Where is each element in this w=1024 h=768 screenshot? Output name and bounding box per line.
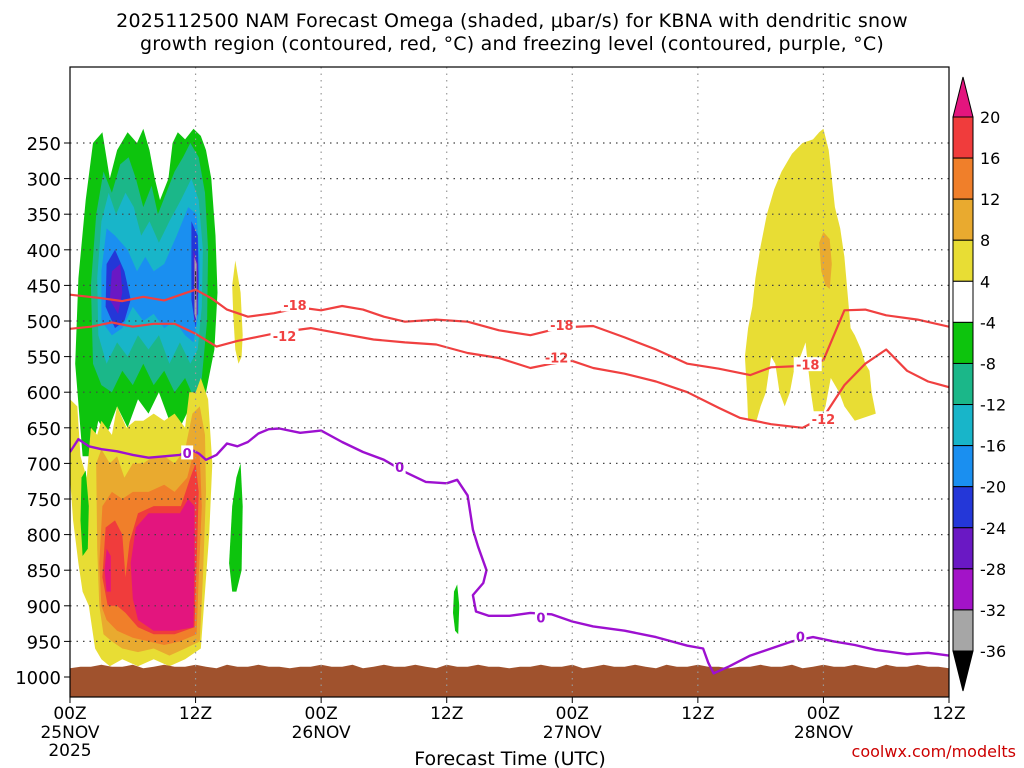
dendritic-contour-label-3: -12 [273, 330, 297, 345]
dendritic-contour-label-5: -12 [812, 413, 836, 428]
y-tick-label-500: 500 [27, 312, 61, 333]
y-tick-label-950: 950 [27, 632, 61, 653]
omega-descent-upper-orange [819, 232, 832, 289]
plot-content: -18 -18 -18 -12 -12 -12 0 0 0 0 [70, 128, 949, 697]
y-tick-label-450: 450 [27, 276, 61, 297]
dendritic-contour-label-bg-2 [793, 357, 822, 372]
omega-colorbar: 20 16 12 8 4 -4 -8 -12 -16 -20 -24 -28 -32 -36 [952, 76, 1006, 692]
x-tick-date-0: 25NOV [40, 723, 99, 743]
dendritic-contour-label-2: -18 [796, 359, 820, 374]
dendritic-contour-label-4: -12 [545, 352, 569, 367]
freezing-level-contour-label-0: 0 [183, 447, 192, 462]
omega-descent-upper-yellow [744, 128, 876, 421]
y-tick-label-800: 800 [27, 526, 61, 547]
freezing-level-contour-label-bg-3 [794, 629, 807, 644]
x-tick-label-84: 12Z [932, 704, 965, 724]
x-tick-date-72: 28NOV [794, 723, 853, 743]
y-tick-label-1000: 1000 [15, 668, 61, 689]
colorbar-swatch-11 [952, 568, 974, 611]
y-tick-label-650: 650 [27, 419, 61, 440]
colorbar-swatch-6 [952, 362, 974, 406]
source-credit: coolwx.com/modelts [851, 742, 1016, 761]
colorbar-swatch-2 [952, 198, 974, 241]
x-tick-label-24: 00Z [305, 704, 338, 724]
y-tick-label-350: 350 [27, 205, 61, 226]
plot-area: -18 -18 -18 -12 -12 -12 0 0 0 0 250 300 350 400 450 500… [15, 66, 966, 768]
y-tick-label-600: 600 [27, 383, 61, 404]
freezing-level-contour-label-3: 0 [796, 631, 805, 646]
x-tick-label-72: 00Z [807, 704, 840, 724]
colorbar-label-13: -36 [980, 642, 1006, 661]
dendritic-contour-label-bg-1 [547, 317, 576, 332]
colorbar-top-arrow [952, 76, 974, 118]
colorbar-label-4: 4 [980, 272, 990, 291]
colorbar-bottom-arrow [952, 650, 974, 692]
colorbar-swatch-1 [952, 157, 974, 200]
freezing-level-contour-label-1: 0 [395, 461, 404, 476]
colorbar-label-3: 8 [980, 231, 990, 250]
freezing-level-contour-label-2: 0 [536, 611, 545, 626]
colorbar-swatch-12 [952, 609, 974, 652]
colorbar-label-5: -4 [980, 313, 996, 332]
y-tick-label-900: 900 [27, 597, 61, 618]
terrain-band [70, 664, 949, 697]
x-tick-date-48: 27NOV [543, 723, 602, 743]
colorbar-label-10: -24 [980, 519, 1006, 538]
freezing-level-contour-label-bg-2 [534, 609, 547, 624]
y-tick-label-850: 850 [27, 561, 61, 582]
grid-lines [70, 67, 949, 697]
colorbar-label-11: -28 [980, 560, 1006, 579]
colorbar-swatch-0 [952, 116, 974, 159]
colorbar-swatch-5 [952, 321, 974, 364]
colorbar-label-7: -12 [980, 396, 1006, 415]
y-tick-label-300: 300 [27, 170, 61, 191]
omega-ascent-small-green-2 [453, 584, 460, 635]
colorbar-label-0: 20 [980, 108, 1000, 127]
dendritic-contour-label-bg-4 [542, 350, 571, 365]
colorbar-swatch-10 [952, 527, 974, 570]
colorbar-swatch-9 [952, 486, 974, 529]
y-tick-label-400: 400 [27, 241, 61, 262]
colorbar-label-1: 16 [980, 149, 1000, 168]
y-tick-label-700: 700 [27, 454, 61, 475]
y-tick-label-250: 250 [27, 134, 61, 155]
freezing-level-contour-label-bg-0 [181, 445, 194, 460]
x-tick-date-24: 26NOV [292, 723, 351, 743]
colorbar-swatch-3 [952, 239, 974, 282]
omega-descent-low-magenta-main [130, 499, 195, 631]
x-axis-label: Forecast Time (UTC) [414, 748, 605, 768]
dendritic-contour-label-1: -18 [550, 319, 574, 334]
colorbar-label-8: -16 [980, 437, 1006, 456]
omega-ascent-small-green-3 [80, 470, 89, 556]
dendritic-contour-label-bg-0 [280, 297, 309, 312]
colorbar-swatch-7 [952, 404, 974, 447]
x-tick-label-48: 00Z [556, 704, 589, 724]
plot-frame [69, 66, 950, 698]
omega-ascent-core-black [195, 271, 197, 300]
colorbar-label-2: 12 [980, 190, 1000, 209]
dendritic-contour-label-0: -18 [283, 299, 307, 314]
x-tick-year-0: 2025 [48, 741, 91, 761]
y-tick-label-550: 550 [27, 348, 61, 369]
omega-descent-low-magenta [104, 548, 111, 592]
dendritic-contour-label-bg-3 [270, 328, 299, 343]
colorbar-swatch-8 [952, 445, 974, 488]
colorbar-swatch-4 [952, 280, 974, 323]
x-tick-label-60: 12Z [681, 704, 714, 724]
colorbar-label-6: -8 [980, 354, 996, 373]
x-tick-label-0: 00Z [53, 704, 86, 724]
y-axis: 250 300 350 400 450 500 550 600 650 700 750 800 850 9… [15, 134, 70, 689]
colorbar-label-9: -20 [980, 478, 1006, 497]
y-tick-label-750: 750 [27, 490, 61, 511]
x-tick-label-36: 12Z [430, 704, 463, 724]
colorbar-label-12: -32 [980, 601, 1006, 620]
omega-ascent-small-green-1 [229, 463, 243, 592]
chart-title-line-2: growth region (contoured, red, °C) and f… [140, 33, 884, 55]
chart-title-line-1: 2025112500 NAM Forecast Omega (shaded, μ… [116, 10, 908, 32]
freezing-level-contour-line-0 [70, 427, 949, 675]
x-tick-label-12: 12Z [179, 704, 212, 724]
